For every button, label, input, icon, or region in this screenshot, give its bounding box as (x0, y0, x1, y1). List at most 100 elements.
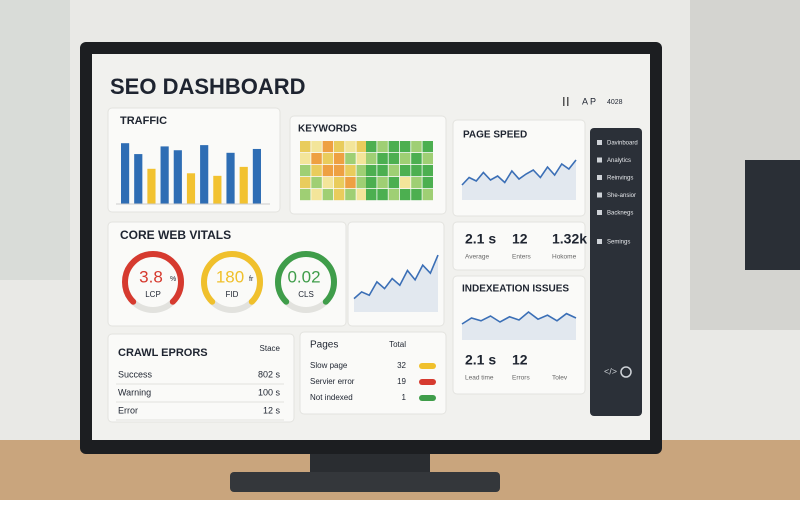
bar (147, 168, 156, 204)
stat-label: Average (465, 254, 489, 261)
panel-title: INDEXEATION ISSUES (462, 284, 569, 295)
panel-title: PAGE SPEED (463, 130, 527, 141)
heat-cell (411, 153, 422, 165)
bar (239, 166, 248, 204)
heat-cell (322, 165, 334, 177)
refresh-icon[interactable] (620, 366, 632, 378)
heat-cell (333, 141, 345, 153)
stat-label: Errors (512, 375, 530, 382)
line-area (462, 312, 576, 340)
heat-cell (300, 141, 311, 153)
code-icon[interactable]: </> (604, 366, 617, 376)
panel-title: TRAFFIC (120, 115, 167, 127)
sidebar-item[interactable]: Analytics (607, 158, 631, 164)
heat-cell (377, 141, 388, 153)
heat-cell (345, 189, 356, 201)
heat-cell (388, 177, 400, 189)
sidebar-icon[interactable] (597, 192, 602, 198)
sidebar-icon[interactable] (597, 140, 602, 145)
heat-cell (300, 165, 311, 177)
gauge-unit: % (170, 276, 176, 283)
heat-cell (377, 153, 388, 165)
heat-cell (399, 165, 411, 177)
stat-value: 2.1 s (465, 231, 496, 247)
heat-cell (345, 153, 356, 165)
status-pill (419, 379, 436, 385)
sidebar-item[interactable]: Semings (607, 240, 630, 246)
bar (213, 175, 222, 204)
heat-cell (333, 165, 345, 177)
heat-cell (356, 141, 367, 153)
heat-cell (422, 141, 433, 153)
heat-cell (322, 189, 334, 201)
gauge-arc (201, 251, 263, 305)
heat-cell (366, 153, 377, 165)
heat-cell (377, 189, 388, 201)
heat-cell (322, 153, 334, 165)
header-control[interactable]: A P (582, 96, 596, 106)
column-header: Total (389, 340, 406, 349)
row-value: 19 (397, 377, 406, 386)
bar (252, 148, 261, 204)
vitals-trend-panel (347, 221, 445, 327)
bar (134, 154, 143, 204)
heat-cell (345, 177, 356, 189)
heat-cell (399, 177, 411, 189)
sidebar-icon[interactable] (597, 210, 602, 215)
heat-cell (311, 141, 322, 153)
sidebar-item[interactable]: She-ansior (607, 193, 636, 199)
line-area (354, 255, 438, 312)
heat-cell (345, 141, 356, 153)
gauge-arc (275, 251, 337, 305)
sidebar-icon[interactable] (597, 175, 602, 180)
sidebar-item[interactable]: Reinvings (607, 176, 633, 182)
heat-cell (311, 177, 322, 189)
heat-cell (322, 177, 334, 189)
row-label: Success (118, 369, 153, 379)
heat-cell (411, 189, 422, 201)
header-bars (563, 97, 569, 106)
sidebar-icon[interactable] (597, 157, 602, 163)
heat-cell (356, 177, 367, 189)
row-label: Error (118, 405, 138, 415)
heat-cell (422, 165, 433, 177)
sidebar-icon[interactable] (597, 239, 602, 244)
status-pill (419, 363, 436, 369)
heat-cell (311, 153, 322, 165)
row-label: Not indexed (310, 393, 353, 402)
heat-cell (377, 165, 388, 177)
heat-cell (388, 153, 400, 165)
panel-title: CORE WEB VITALS (120, 228, 231, 242)
stat-value: 12 (512, 231, 528, 247)
gauge-value: 0.02 (287, 267, 320, 286)
bar (200, 145, 209, 204)
line (353, 254, 439, 300)
status-pill (419, 395, 436, 401)
heat-cell (377, 177, 388, 189)
bar (186, 173, 196, 204)
dashboard-title: SEO DASHBOARD (110, 74, 306, 99)
gauge-unit: fr (249, 276, 254, 283)
line (461, 159, 577, 186)
gauge-label: CLS (298, 290, 314, 299)
row-value: 12 s (263, 405, 281, 415)
heat-cell (422, 153, 433, 165)
heat-cell (411, 141, 422, 153)
heat-cell (333, 177, 345, 189)
row-value: 32 (397, 361, 406, 370)
bar (226, 152, 235, 204)
heat-cell (411, 165, 422, 177)
stat-value: 2.1 s (465, 352, 496, 368)
bar (121, 143, 130, 204)
sidebar-item[interactable]: Davinboard (607, 141, 638, 147)
heat-cell (388, 165, 400, 177)
panel-title: Pages (310, 340, 338, 351)
stat-label: Hokome (552, 254, 577, 261)
heat-cell (388, 189, 400, 201)
column-header: Stace (260, 344, 281, 353)
header-control[interactable]: 4028 (607, 99, 623, 106)
heat-cell (333, 153, 345, 165)
sidebar-item[interactable]: Backnegs (607, 211, 633, 217)
